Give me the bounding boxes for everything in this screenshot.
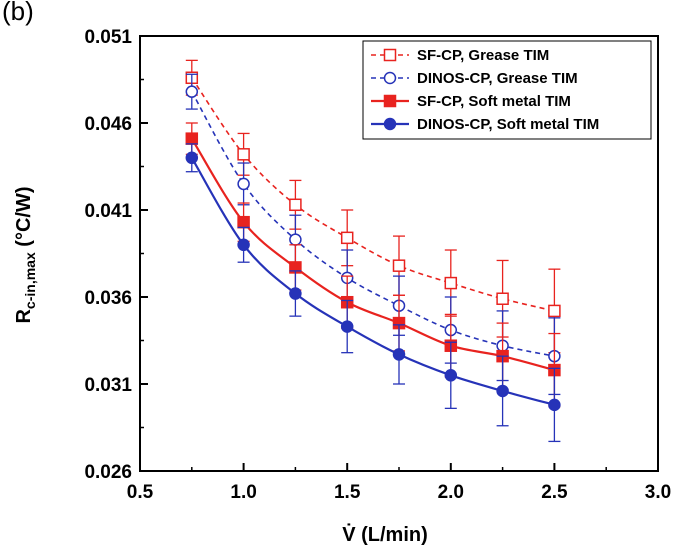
y-tick-label: 0.031 xyxy=(84,375,132,396)
data-point xyxy=(237,238,250,252)
legend-label: DINOS-CP, Grease TIM xyxy=(417,70,578,87)
data-point xyxy=(185,132,199,145)
series-line xyxy=(191,91,555,357)
data-series xyxy=(185,59,561,443)
legend-item: SF-CP, Soft metal TIM xyxy=(371,93,571,110)
legend-label: DINOS-CP, Soft metal TIM xyxy=(417,116,599,133)
x-tick-label: 3.0 xyxy=(645,482,671,503)
legend-label: SF-CP, Soft metal TIM xyxy=(417,93,571,110)
legend-item: SF-CP, Grease TIM xyxy=(371,47,549,64)
panel-label: (b) xyxy=(2,0,34,26)
data-point xyxy=(185,151,199,165)
series-line xyxy=(190,138,555,372)
data-point xyxy=(340,320,354,333)
y-tick-label: 0.041 xyxy=(84,201,132,222)
y-tick-label: 0.036 xyxy=(84,288,132,309)
x-axis-title: V̇ (L/min) xyxy=(342,522,428,546)
y-axis-title-subscript: c-in,max xyxy=(22,252,38,309)
legend-box xyxy=(362,40,652,140)
x-tick-label: 0.5 xyxy=(127,482,154,503)
data-point xyxy=(496,292,509,305)
data-point xyxy=(237,148,250,161)
y-tick-label: 0.046 xyxy=(84,114,132,135)
legend-label: SF-CP, Grease TIM xyxy=(417,47,549,64)
legend-marker xyxy=(383,48,397,62)
data-point xyxy=(289,233,302,246)
data-point xyxy=(237,215,250,229)
data-point xyxy=(548,304,561,318)
y-tick-label: 0.051 xyxy=(84,27,132,48)
data-point xyxy=(548,398,561,412)
legend: SF-CP, Grease TIM DINOS-CP, Grease TIM SF-… xyxy=(362,40,652,140)
y-axis-title-main: R xyxy=(13,309,35,324)
legend-marker xyxy=(383,94,397,108)
series-3 xyxy=(185,122,561,408)
data-point xyxy=(496,384,509,398)
x-tick-label: 2.5 xyxy=(541,482,568,503)
y-tick-label: 0.026 xyxy=(84,462,132,483)
data-point xyxy=(237,177,250,191)
series-4 xyxy=(185,143,561,443)
data-point xyxy=(444,276,458,290)
data-point xyxy=(289,198,302,212)
legend-item: DINOS-CP, Grease TIM xyxy=(371,70,578,87)
data-point xyxy=(340,231,354,245)
y-axis-title-unit: (°C/W) xyxy=(13,186,35,252)
x-tick-label: 1.0 xyxy=(230,482,256,503)
data-point xyxy=(289,287,302,300)
x-tick-label: 1.5 xyxy=(334,482,361,503)
data-point xyxy=(392,259,406,272)
y-axis-title: Rc-in,max (°C/W) xyxy=(13,186,38,323)
x-tick-label: 2.0 xyxy=(438,482,464,503)
axes: 0.5 1.0 1.5 2.0 2.5 3.0 0.026 0.031 0.036 0.041 0.… xyxy=(84,27,671,503)
legend-marker xyxy=(383,71,397,85)
legend-item: DINOS-CP, Soft metal TIM xyxy=(371,116,599,133)
data-point xyxy=(392,348,406,361)
legend-marker xyxy=(383,117,397,131)
data-point xyxy=(444,369,458,382)
data-point xyxy=(185,85,199,98)
series-line xyxy=(190,157,555,406)
